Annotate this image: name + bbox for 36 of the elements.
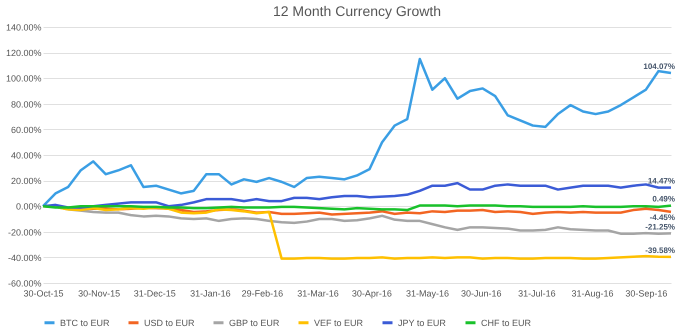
data-label: 0.49% [652, 194, 675, 204]
y-tick-label: 80.00% [10, 99, 42, 110]
y-tick-label: -20.00% [8, 227, 42, 238]
y-tick-label: 140.00% [6, 22, 42, 32]
x-tick-label: 31-May-16 [406, 288, 449, 298]
y-tick-label: -60.00% [8, 278, 42, 288]
legend-label: CHF to EUR [481, 318, 532, 328]
legend-label: GBP to EUR [229, 318, 280, 328]
y-tick-label: 20.00% [10, 176, 42, 186]
x-tick-label: 31-Aug-16 [572, 288, 614, 298]
x-tick-label: 30-Apr-16 [352, 288, 392, 298]
x-tick-label: 31-Jan-16 [190, 288, 231, 298]
legend-label: BTC to EUR [60, 318, 110, 328]
data-label: 104.07% [643, 62, 675, 71]
y-tick-label: 60.00% [10, 124, 42, 135]
data-label: -4.45% [650, 212, 675, 222]
chart-title: 12 Month Currency Growth [272, 3, 442, 19]
y-tick-label: -40.00% [8, 252, 42, 263]
x-tick-label: 30-Jun-16 [461, 288, 502, 298]
legend-label: USD to EUR [144, 318, 196, 328]
y-tick-label: 40.00% [10, 150, 42, 160]
x-tick-label: 30-Nov-15 [78, 288, 120, 298]
y-tick-label: 0.00% [16, 202, 42, 212]
x-tick-label: 29-Feb-16 [242, 288, 284, 298]
legend-label: VEF to EUR [314, 318, 364, 328]
y-tick-label: 120.00% [6, 48, 42, 58]
x-tick-label: 31-Mar-16 [297, 288, 339, 298]
x-tick-label: 31-Jul-16 [518, 288, 556, 298]
data-label: 14.47% [648, 176, 675, 186]
legend-label: JPY to EUR [398, 318, 446, 328]
data-label: -39.58% [645, 246, 675, 255]
x-tick-label: 31-Dec-15 [134, 288, 176, 298]
x-tick-label: 30-Sep-16 [625, 288, 668, 298]
data-label: -21.25% [645, 222, 675, 232]
y-tick-label: 100.00% [6, 74, 42, 84]
x-tick-label: 30-Oct-15 [23, 288, 64, 298]
